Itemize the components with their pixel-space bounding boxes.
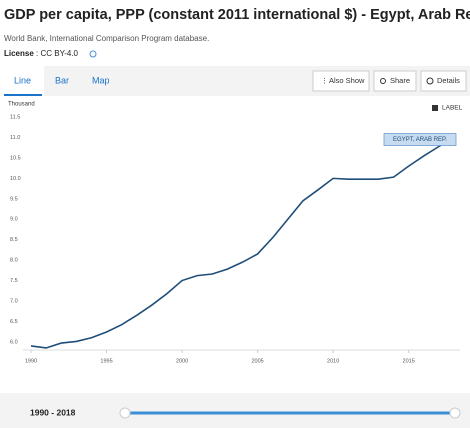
button-label: Details xyxy=(437,76,460,85)
range-handle[interactable] xyxy=(119,407,131,419)
tab[interactable]: Line xyxy=(14,75,31,85)
x-tick-label: 1995 xyxy=(100,358,112,364)
range-bar xyxy=(0,393,470,428)
plot: 6.0 6.5 7.0 7.5 8.0 8.5 9.0 9.5 10.0 10.5 11.0 11.5… xyxy=(10,115,460,364)
button[interactable] xyxy=(312,70,370,92)
range-handle[interactable] xyxy=(449,407,461,419)
y-tick-label: 7.0 xyxy=(10,298,18,304)
button[interactable] xyxy=(373,70,417,92)
info-icon[interactable] xyxy=(89,50,97,58)
source: World Bank, International Comparison Pro… xyxy=(4,34,209,43)
y-tick-label: 9.5 xyxy=(10,196,18,202)
tab[interactable]: Bar xyxy=(55,75,69,85)
button-icon xyxy=(380,78,386,84)
series-label: EGYPT, ARAB REP. xyxy=(393,137,447,143)
y-tick-label: 6.0 xyxy=(10,339,18,345)
y-tick-label: 6.5 xyxy=(10,319,18,325)
button-icon: ⋮ xyxy=(321,78,328,85)
y-tick-label: 8.5 xyxy=(10,237,18,243)
range-text: 1990 - 2018 xyxy=(30,407,76,417)
x-tick-label: 1990 xyxy=(25,358,37,364)
x-tick-label: 2005 xyxy=(251,358,263,364)
button-label: Share xyxy=(390,76,410,85)
label-toggle: LABEL xyxy=(442,105,463,112)
x-tick-label: 2000 xyxy=(176,358,188,364)
button-label: Also Show xyxy=(329,76,365,85)
x-tick-label: 2010 xyxy=(327,358,339,364)
license-label: License xyxy=(4,49,34,58)
tab[interactable]: Map xyxy=(92,75,110,85)
y-tick-label: 11.0 xyxy=(10,135,20,141)
page-title: GDP per capita, PPP (constant 2011 inter… xyxy=(4,7,470,23)
y-tick-label: 9.0 xyxy=(10,217,18,223)
button-icon xyxy=(426,77,434,85)
checkbox[interactable] xyxy=(432,105,438,111)
x-tick-label: 2015 xyxy=(403,358,415,364)
y-tick-label: 10.0 xyxy=(10,176,21,182)
y-tick-label: 8.0 xyxy=(10,258,18,264)
y-tick-label: 11.5 xyxy=(10,115,20,121)
y-tick-label: 7.5 xyxy=(10,278,18,284)
license: License : CC BY-4.0 xyxy=(4,49,79,58)
y-unit: Thousand xyxy=(8,102,35,108)
series-label-box xyxy=(383,133,457,146)
active-tab-bg xyxy=(0,66,44,96)
license-value: : CC BY-4.0 xyxy=(36,49,78,58)
series-line xyxy=(30,136,455,349)
y-tick-label: 10.5 xyxy=(10,155,21,161)
button[interactable] xyxy=(420,70,467,92)
